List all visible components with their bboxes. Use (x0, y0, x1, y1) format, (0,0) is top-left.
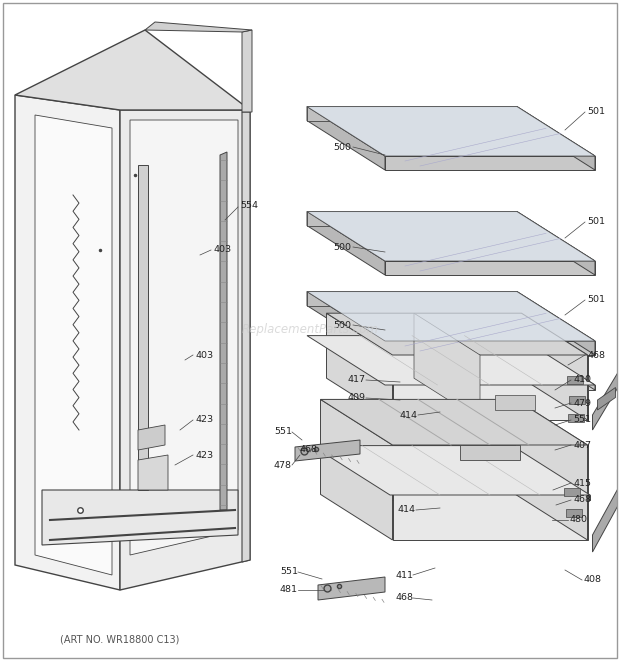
Polygon shape (593, 489, 618, 552)
Polygon shape (312, 446, 590, 495)
Polygon shape (495, 395, 535, 410)
Polygon shape (521, 313, 588, 420)
Text: 417: 417 (348, 375, 366, 385)
Polygon shape (220, 152, 227, 510)
Text: 408: 408 (584, 576, 602, 584)
Text: 500: 500 (333, 143, 351, 151)
Polygon shape (517, 336, 595, 390)
Text: 500: 500 (333, 243, 351, 251)
Polygon shape (35, 115, 112, 575)
Text: 423: 423 (195, 416, 213, 424)
Polygon shape (307, 292, 517, 305)
Polygon shape (568, 414, 584, 422)
Text: (ART NO. WR18800 C13): (ART NO. WR18800 C13) (60, 635, 179, 645)
Polygon shape (295, 440, 360, 461)
Text: 414: 414 (398, 506, 416, 514)
Text: 468: 468 (300, 446, 318, 455)
Polygon shape (327, 313, 588, 355)
Polygon shape (130, 120, 238, 555)
Polygon shape (564, 488, 580, 496)
Text: 479: 479 (573, 399, 591, 407)
Polygon shape (517, 292, 595, 355)
Polygon shape (515, 399, 588, 540)
Polygon shape (321, 399, 515, 494)
Text: 468: 468 (395, 594, 413, 602)
Polygon shape (307, 336, 595, 385)
Text: 551: 551 (274, 428, 292, 436)
Text: 468: 468 (573, 496, 591, 504)
Polygon shape (566, 509, 582, 517)
Polygon shape (307, 106, 595, 156)
Polygon shape (145, 22, 252, 32)
Text: 415: 415 (573, 479, 591, 488)
Polygon shape (321, 399, 588, 445)
Text: 423: 423 (195, 451, 213, 459)
Polygon shape (593, 373, 618, 430)
Polygon shape (138, 165, 148, 490)
Polygon shape (15, 95, 120, 590)
Polygon shape (318, 577, 385, 600)
Polygon shape (385, 261, 595, 275)
Polygon shape (512, 446, 590, 500)
Text: 403: 403 (213, 245, 231, 254)
Text: 481: 481 (280, 586, 298, 594)
Polygon shape (567, 376, 583, 384)
Polygon shape (569, 396, 585, 404)
Polygon shape (517, 212, 595, 275)
Polygon shape (120, 110, 250, 590)
Text: 468: 468 (587, 350, 605, 360)
Polygon shape (307, 292, 385, 355)
Text: 410: 410 (573, 375, 591, 385)
Text: 501: 501 (587, 295, 605, 305)
Text: 409: 409 (348, 393, 366, 403)
Text: 407: 407 (573, 440, 591, 449)
Polygon shape (327, 313, 392, 420)
Polygon shape (390, 495, 590, 500)
Polygon shape (307, 212, 385, 275)
Polygon shape (138, 425, 165, 450)
Polygon shape (307, 212, 517, 225)
Polygon shape (15, 30, 250, 110)
Text: 480: 480 (570, 516, 588, 524)
Polygon shape (414, 313, 480, 420)
Polygon shape (307, 106, 595, 156)
Polygon shape (307, 292, 595, 341)
Text: 478: 478 (274, 461, 292, 469)
Polygon shape (307, 292, 595, 341)
Polygon shape (385, 341, 595, 355)
Polygon shape (392, 445, 588, 540)
Polygon shape (242, 30, 252, 112)
Polygon shape (392, 355, 588, 420)
Text: 501: 501 (587, 108, 605, 116)
Polygon shape (307, 106, 517, 120)
Text: 554: 554 (240, 200, 258, 210)
Text: 500: 500 (333, 321, 351, 329)
Polygon shape (307, 106, 385, 170)
Polygon shape (598, 387, 616, 410)
Polygon shape (460, 445, 520, 460)
Polygon shape (42, 490, 238, 545)
Polygon shape (242, 112, 250, 562)
Text: 411: 411 (395, 570, 413, 580)
Text: 551: 551 (280, 568, 298, 576)
Text: 551: 551 (573, 416, 591, 424)
Text: 414: 414 (400, 410, 418, 420)
Polygon shape (321, 399, 392, 540)
Polygon shape (307, 212, 595, 261)
Polygon shape (385, 385, 595, 390)
Polygon shape (327, 313, 521, 378)
Polygon shape (517, 106, 595, 170)
Polygon shape (307, 212, 595, 261)
Polygon shape (385, 156, 595, 170)
Text: ReplacementParts.com: ReplacementParts.com (242, 323, 378, 336)
Polygon shape (138, 455, 168, 490)
Text: 501: 501 (587, 217, 605, 227)
Text: 403: 403 (195, 350, 213, 360)
